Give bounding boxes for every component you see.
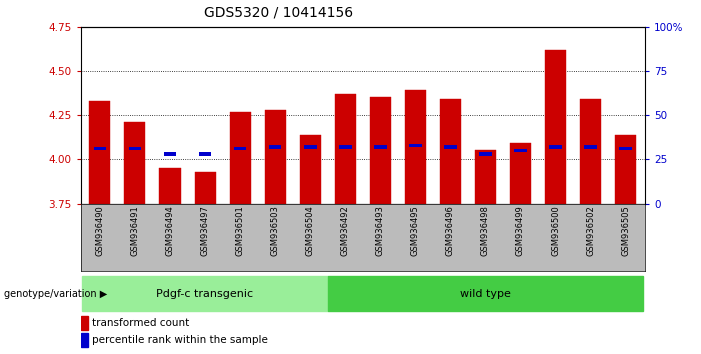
Bar	[615, 135, 636, 204]
Bar	[335, 94, 355, 204]
Bar	[125, 122, 146, 204]
Text: GSM936492: GSM936492	[341, 206, 350, 256]
Text: GSM936501: GSM936501	[236, 206, 245, 256]
Bar	[81, 316, 88, 330]
Bar	[510, 143, 531, 204]
Bar	[405, 90, 426, 204]
Text: GSM936498: GSM936498	[481, 206, 490, 256]
Text: wild type: wild type	[460, 289, 511, 299]
Bar	[90, 101, 111, 204]
Text: genotype/variation ▶: genotype/variation ▶	[4, 289, 107, 299]
Text: transformed count: transformed count	[92, 318, 189, 328]
Text: GSM936491: GSM936491	[130, 206, 139, 256]
Bar	[585, 145, 597, 148]
Bar	[265, 110, 286, 204]
Text: GSM936504: GSM936504	[306, 206, 315, 256]
Bar	[234, 147, 247, 150]
Text: GSM936500: GSM936500	[551, 206, 560, 256]
Bar	[94, 147, 107, 150]
Bar	[374, 145, 387, 148]
Bar	[195, 172, 216, 204]
Bar	[440, 99, 461, 204]
Text: percentile rank within the sample: percentile rank within the sample	[92, 336, 268, 346]
Text: GSM936499: GSM936499	[516, 206, 525, 256]
Bar	[327, 276, 644, 312]
Bar	[304, 145, 317, 148]
Bar	[545, 50, 566, 204]
Bar	[300, 135, 320, 204]
Bar	[550, 145, 562, 148]
Bar	[164, 153, 177, 155]
Bar	[199, 153, 212, 155]
Bar	[160, 168, 181, 204]
Text: GSM936490: GSM936490	[95, 206, 104, 256]
Text: GSM936494: GSM936494	[165, 206, 175, 256]
Bar	[81, 333, 88, 348]
Bar	[444, 145, 457, 148]
Text: Pdgf-c transgenic: Pdgf-c transgenic	[156, 289, 254, 299]
Bar	[409, 144, 422, 147]
Text: GSM936505: GSM936505	[621, 206, 630, 256]
Bar	[83, 276, 327, 312]
Text: GSM936503: GSM936503	[271, 206, 280, 256]
Bar	[475, 150, 496, 204]
Text: GSM936493: GSM936493	[376, 206, 385, 256]
Text: GSM936497: GSM936497	[200, 206, 210, 256]
Bar	[230, 112, 251, 204]
Bar	[479, 153, 492, 155]
Bar	[580, 99, 601, 204]
Bar	[269, 145, 282, 148]
Bar	[515, 149, 527, 152]
Bar	[620, 147, 632, 150]
Bar	[129, 147, 142, 150]
Bar	[370, 97, 391, 204]
Text: GSM936496: GSM936496	[446, 206, 455, 256]
Bar	[339, 145, 351, 148]
Text: GSM936495: GSM936495	[411, 206, 420, 256]
Text: GSM936502: GSM936502	[586, 206, 595, 256]
Text: GDS5320 / 10414156: GDS5320 / 10414156	[203, 5, 353, 19]
